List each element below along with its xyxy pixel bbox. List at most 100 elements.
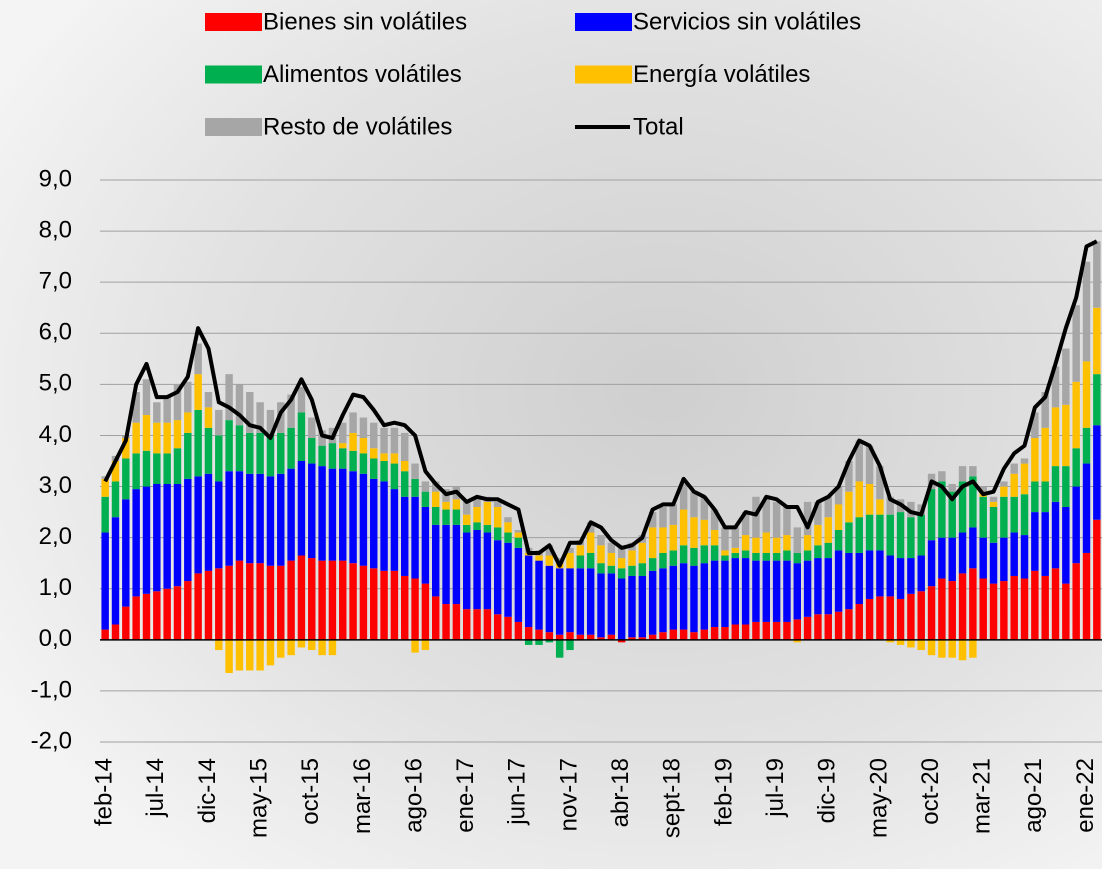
bar-segment: [566, 639, 574, 651]
bar-segment: [958, 466, 967, 482]
bar-segment: [586, 532, 595, 553]
bar-segment: [1041, 427, 1049, 482]
bar-segment: [1062, 583, 1070, 640]
bar-segment: [514, 529, 523, 533]
bar-segment: [865, 514, 874, 551]
bar-segment: [1062, 506, 1070, 584]
bar-segment: [617, 547, 626, 559]
bar-segment: [607, 634, 616, 640]
bar-segment: [669, 524, 678, 551]
bar-segment: [163, 483, 171, 589]
bar-segment: [700, 545, 709, 564]
bar-segment: [741, 624, 750, 640]
bar-segment: [493, 506, 502, 528]
bar-segment: [1062, 348, 1070, 405]
bar-segment: [1093, 374, 1101, 426]
x-tick-label: may-15: [245, 758, 272, 838]
bar-segment: [855, 481, 863, 518]
bar-segment: [659, 632, 667, 640]
bar-segment: [989, 506, 998, 543]
bar-segment: [204, 570, 213, 640]
bar-segment: [524, 555, 533, 628]
bar-segment: [442, 501, 450, 510]
bar-segment: [793, 619, 801, 640]
bar-segment: [204, 473, 213, 571]
bar-segment: [1010, 575, 1018, 640]
bar-segment: [432, 524, 440, 597]
bar-segment: [927, 586, 936, 640]
bar-segment: [876, 550, 884, 597]
bar-segment: [772, 537, 781, 553]
bar-segment: [876, 466, 884, 500]
bar-segment: [473, 522, 481, 530]
bar-segment: [752, 621, 760, 640]
bar-segment: [411, 496, 419, 579]
x-tick-label: dic-19: [814, 758, 841, 823]
bar-segment: [669, 550, 678, 566]
bar-segment: [1082, 427, 1091, 464]
bar-segment: [452, 604, 461, 640]
bar-segment: [545, 565, 554, 633]
bar-segment: [845, 461, 853, 492]
bar-segment: [659, 506, 667, 528]
bar-segment: [814, 558, 822, 615]
bar-segment: [462, 501, 471, 515]
bar-segment: [370, 478, 378, 569]
bar-segment: [628, 550, 636, 566]
bar-segment: [111, 461, 120, 482]
bar-segment: [101, 496, 109, 533]
bar-segment: [204, 407, 213, 428]
bar-segment: [318, 430, 326, 446]
bar-segment: [235, 471, 244, 561]
bar-segment: [122, 458, 130, 500]
bar-segment: [339, 468, 347, 561]
bar-segment: [328, 468, 337, 561]
bar-segment: [958, 532, 967, 574]
bar-segment: [246, 639, 254, 671]
bar-segment: [834, 529, 843, 551]
bar-segment: [793, 563, 801, 620]
y-tick-label: 0,0: [39, 625, 72, 652]
bar-segment: [1041, 575, 1049, 640]
bar-segment: [173, 420, 182, 449]
bar-segment: [493, 540, 502, 615]
bar-segment: [576, 555, 585, 569]
bar-segment: [566, 547, 574, 553]
bar-segment: [235, 384, 244, 426]
bar-segment: [969, 466, 977, 477]
bar-segment: [1031, 438, 1039, 482]
bar-segment: [390, 463, 399, 490]
bar-segment: [927, 540, 936, 587]
legend-swatch: [205, 118, 262, 136]
x-tick-label: jun-17: [504, 758, 531, 826]
bar-segment: [938, 481, 946, 538]
bar-segment: [917, 555, 925, 592]
bar-segment: [122, 438, 130, 459]
bar-segment: [710, 545, 719, 561]
bar-segment: [638, 563, 647, 576]
bar-segment: [256, 563, 264, 640]
bar-segment: [555, 639, 564, 658]
x-tick-label: ene-17: [452, 758, 479, 833]
bar-segment: [752, 552, 760, 561]
bar-segment: [814, 545, 822, 559]
bar-segment: [710, 627, 719, 640]
bar-segment: [473, 506, 481, 523]
bar-segment: [1051, 466, 1060, 502]
bar-segment: [535, 629, 543, 640]
bar-segment: [504, 517, 512, 523]
bar-segment: [328, 639, 337, 656]
bar-segment: [442, 524, 450, 605]
legend-swatch: [205, 65, 262, 84]
bar-segment: [194, 343, 202, 375]
bar-segment: [545, 545, 554, 556]
bar-segment: [814, 614, 822, 640]
bar-segment: [287, 560, 295, 640]
bar-segment: [1000, 481, 1008, 487]
bar-segment: [741, 550, 750, 559]
bar-segment: [225, 420, 233, 472]
bar-segment: [142, 379, 151, 416]
x-tick-label: dic-14: [194, 758, 221, 823]
